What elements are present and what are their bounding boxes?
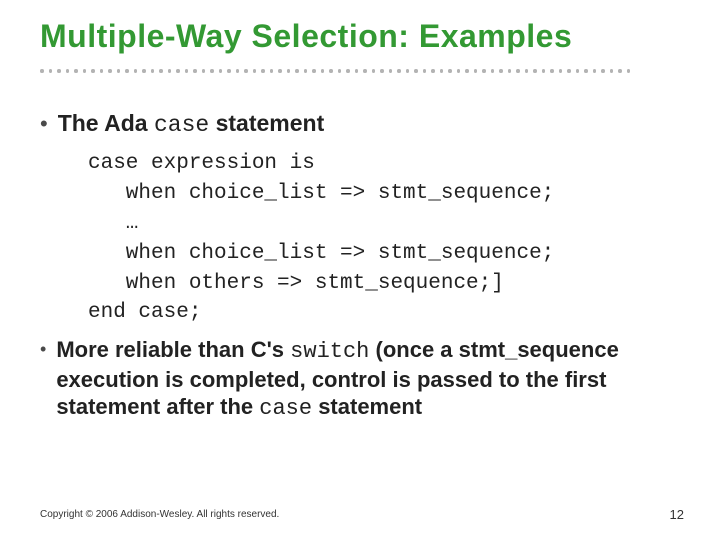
dot	[57, 69, 61, 73]
dot	[117, 69, 121, 73]
dots-divider	[40, 69, 680, 73]
dot	[567, 69, 571, 73]
dot	[346, 69, 350, 73]
dot	[440, 69, 444, 73]
copyright-text: Copyright © 2006 Addison-Wesley. All rig…	[40, 509, 279, 520]
dot	[414, 69, 418, 73]
dot	[448, 69, 452, 73]
dot	[185, 69, 189, 73]
dot	[618, 69, 622, 73]
dot	[321, 69, 325, 73]
text-pre: The Ada	[58, 110, 154, 136]
dot	[100, 69, 104, 73]
dot	[576, 69, 580, 73]
dot	[372, 69, 376, 73]
dot	[270, 69, 274, 73]
dot	[40, 69, 44, 73]
dot	[593, 69, 597, 73]
bullet-item-1: • The Ada case statement	[40, 109, 680, 140]
dot	[363, 69, 367, 73]
dot	[278, 69, 282, 73]
dot	[499, 69, 503, 73]
dot	[508, 69, 512, 73]
dot	[397, 69, 401, 73]
dot	[312, 69, 316, 73]
dot	[227, 69, 231, 73]
dot	[338, 69, 342, 73]
dot	[406, 69, 410, 73]
dot	[584, 69, 588, 73]
bullet-marker: •	[40, 112, 48, 136]
dot	[533, 69, 537, 73]
dot	[329, 69, 333, 73]
dot	[431, 69, 435, 73]
dot	[610, 69, 614, 73]
dot	[244, 69, 248, 73]
dot	[525, 69, 529, 73]
dot	[355, 69, 359, 73]
dot	[176, 69, 180, 73]
dot	[253, 69, 257, 73]
bullet-item-2: • More reliable than C's switch (once a …	[40, 336, 680, 423]
dot	[304, 69, 308, 73]
dot	[83, 69, 87, 73]
dot	[210, 69, 214, 73]
dot	[423, 69, 427, 73]
footer: Copyright © 2006 Addison-Wesley. All rig…	[40, 507, 684, 522]
slide-title: Multiple-Way Selection: Examples	[40, 18, 680, 55]
dot	[491, 69, 495, 73]
dot	[482, 69, 486, 73]
bullet-text-1: The Ada case statement	[58, 109, 325, 140]
dot	[151, 69, 155, 73]
keyword-switch: switch	[290, 339, 369, 364]
dot	[287, 69, 291, 73]
dot	[550, 69, 554, 73]
dot	[142, 69, 146, 73]
slide-container: Multiple-Way Selection: Examples • The A…	[0, 0, 720, 423]
code-block: case expression is when choice_list => s…	[88, 149, 680, 328]
dot	[168, 69, 172, 73]
dot	[74, 69, 78, 73]
dot	[389, 69, 393, 73]
dot	[125, 69, 129, 73]
dot	[465, 69, 469, 73]
dot	[202, 69, 206, 73]
text-post: statement	[312, 394, 422, 419]
dot	[108, 69, 112, 73]
bullet-text-2: More reliable than C's switch (once a st…	[56, 336, 680, 423]
dot	[219, 69, 223, 73]
dot	[474, 69, 478, 73]
text-post: statement	[209, 110, 324, 136]
dot	[91, 69, 95, 73]
dot	[380, 69, 384, 73]
dot	[601, 69, 605, 73]
dot	[159, 69, 163, 73]
dot	[236, 69, 240, 73]
dot	[193, 69, 197, 73]
dot	[295, 69, 299, 73]
bullet-marker: •	[40, 340, 46, 360]
dot	[49, 69, 53, 73]
keyword-case-2: case	[259, 396, 312, 421]
dot	[457, 69, 461, 73]
dot	[627, 69, 631, 73]
dot	[134, 69, 138, 73]
dot	[516, 69, 520, 73]
page-number: 12	[670, 507, 684, 522]
keyword-case: case	[154, 112, 209, 138]
dot	[66, 69, 70, 73]
dot	[559, 69, 563, 73]
dot	[261, 69, 265, 73]
text-pre: More reliable than C's	[56, 337, 290, 362]
dot	[542, 69, 546, 73]
